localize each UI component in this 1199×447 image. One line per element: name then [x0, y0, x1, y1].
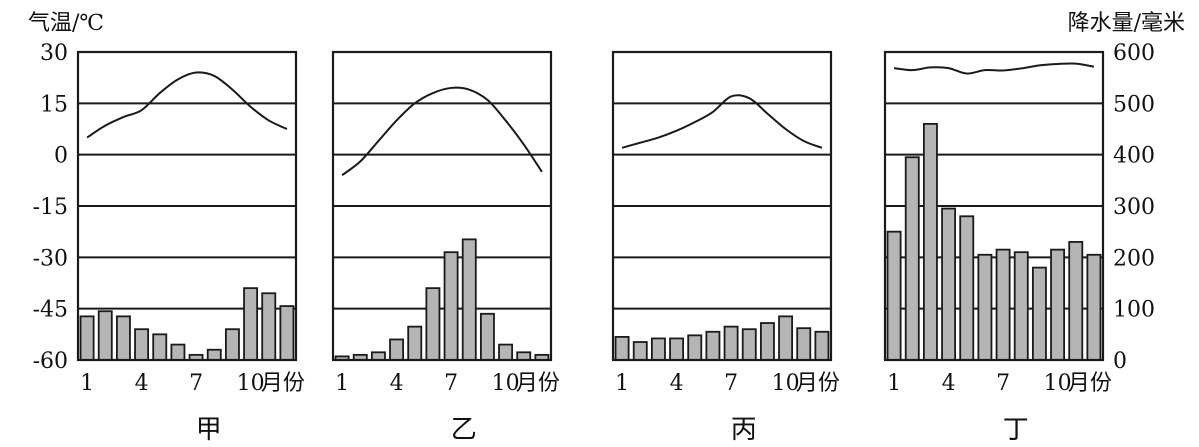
- plot-frame: [611, 50, 833, 362]
- precipitation-bar: [170, 343, 186, 361]
- precipitation-bar: [261, 292, 277, 361]
- precipitation-bar: [995, 248, 1011, 361]
- plot-frame: [883, 50, 1105, 362]
- temperature-tick-label: -30: [33, 246, 68, 271]
- precipitation-bar: [650, 337, 666, 361]
- precipitation-bar: [904, 156, 920, 361]
- chart-caption: 丙: [731, 415, 757, 445]
- precipitation-tick-label: 400: [1113, 144, 1155, 169]
- precipitation-bar: [705, 330, 721, 361]
- precipitation-bar: [632, 341, 648, 361]
- precipitation-bar: [759, 322, 775, 361]
- precipitation-bar: [516, 351, 532, 361]
- month-unit-label: 月份: [516, 371, 560, 396]
- precipitation-bar: [79, 315, 95, 361]
- precipitation-bar: [886, 230, 902, 361]
- temperature-tick-label: -45: [33, 298, 68, 323]
- temperature-line: [86, 71, 288, 139]
- precipitation-bar: [959, 215, 975, 361]
- precipitation-bar: [134, 328, 150, 361]
- precipitation-bar: [1086, 253, 1102, 361]
- precipitation-bar: [152, 333, 168, 361]
- precipitation-bar: [614, 335, 630, 361]
- chart-caption: 乙: [451, 415, 477, 445]
- chart-caption: 丁: [1003, 415, 1029, 445]
- precipitation-axis-title: 降水量/毫米: [1068, 11, 1185, 36]
- temperature-line: [621, 94, 823, 149]
- month-tick-label: 4: [942, 371, 956, 396]
- precipitation-bar: [669, 337, 685, 361]
- precipitation-bar: [461, 238, 477, 361]
- month-tick-label: 1: [887, 371, 901, 396]
- month-tick-label: 10: [492, 371, 520, 396]
- month-tick-label: 4: [670, 371, 684, 396]
- precipitation-bar: [243, 287, 259, 361]
- temperature-tick-label: 15: [40, 92, 68, 117]
- temperature-axis-title: 气温/℃: [28, 11, 104, 36]
- temperature-line: [893, 62, 1095, 75]
- precipitation-bar: [687, 334, 703, 361]
- precipitation-bar: [407, 325, 423, 361]
- chart-caption: 甲: [196, 415, 222, 445]
- month-tick-label: 7: [189, 371, 203, 396]
- month-unit-label: 月份: [796, 371, 840, 396]
- month-tick-label: 4: [135, 371, 149, 396]
- month-tick-label: 7: [996, 371, 1010, 396]
- precipitation-bar: [1050, 248, 1066, 361]
- precipitation-bar: [778, 315, 794, 361]
- month-unit-label: 月份: [1068, 371, 1112, 396]
- precipitation-bar: [97, 310, 113, 361]
- month-unit-label: 月份: [261, 371, 305, 396]
- month-tick-label: 10: [1044, 371, 1072, 396]
- precipitation-bar: [115, 315, 131, 361]
- precipitation-tick-label: 100: [1113, 298, 1155, 323]
- precipitation-bar: [206, 348, 222, 361]
- month-tick-label: 10: [772, 371, 800, 396]
- month-tick-label: 7: [444, 371, 458, 396]
- precipitation-tick-label: 0: [1113, 349, 1127, 374]
- precipitation-tick-label: 300: [1113, 195, 1155, 220]
- precipitation-bar: [1013, 251, 1029, 361]
- temperature-tick-label: -60: [33, 349, 68, 374]
- precipitation-bar: [498, 343, 514, 361]
- precipitation-bar: [1068, 241, 1084, 361]
- temperature-line: [341, 86, 543, 177]
- precipitation-bar: [741, 328, 757, 361]
- precipitation-bar: [796, 327, 812, 361]
- month-tick-label: 10: [237, 371, 265, 396]
- precipitation-bar: [389, 338, 405, 361]
- precipitation-tick-label: 500: [1113, 92, 1155, 117]
- temperature-tick-label: -15: [33, 195, 68, 220]
- precipitation-bar: [224, 328, 240, 361]
- precipitation-bar: [941, 207, 957, 361]
- month-tick-label: 1: [335, 371, 349, 396]
- precipitation-bar: [1031, 266, 1047, 361]
- precipitation-tick-label: 200: [1113, 246, 1155, 271]
- precipitation-bar: [279, 305, 295, 361]
- month-tick-label: 1: [80, 371, 94, 396]
- month-tick-label: 1: [615, 371, 629, 396]
- temperature-tick-label: 0: [54, 144, 68, 169]
- temperature-tick-label: 30: [40, 41, 68, 66]
- precipitation-bar: [370, 351, 386, 361]
- plot-frame: [331, 50, 553, 362]
- precipitation-bar: [723, 325, 739, 361]
- precipitation-bar: [479, 312, 495, 361]
- plot-frame: [76, 50, 298, 362]
- month-tick-label: 7: [724, 371, 738, 396]
- month-tick-label: 4: [390, 371, 404, 396]
- precipitation-bar: [443, 251, 459, 361]
- precipitation-bar: [425, 287, 441, 361]
- precipitation-bar: [814, 330, 830, 361]
- precipitation-bar: [977, 253, 993, 361]
- precipitation-tick-label: 600: [1113, 41, 1155, 66]
- precipitation-bar: [922, 122, 938, 361]
